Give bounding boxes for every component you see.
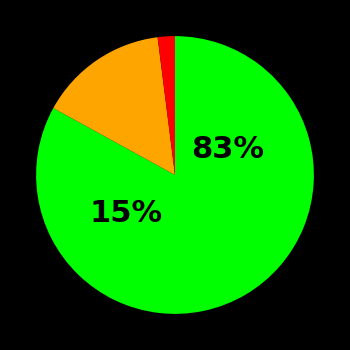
Text: 83%: 83% <box>191 135 264 164</box>
Text: 15%: 15% <box>90 199 163 229</box>
Wedge shape <box>158 36 175 175</box>
Wedge shape <box>36 36 314 314</box>
Wedge shape <box>53 37 175 175</box>
